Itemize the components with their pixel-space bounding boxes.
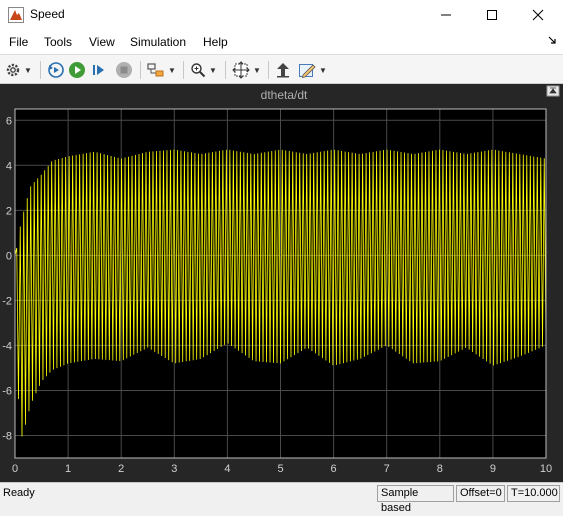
stop-icon [116, 62, 132, 78]
highlight-dropdown-icon: ▼ [168, 65, 176, 75]
series-line [14, 149, 547, 437]
zoom-icon [191, 63, 206, 78]
status-bar: Ready Sample based Offset=0 T=10.000 [0, 482, 563, 514]
y-tick-label: 0 [6, 250, 12, 262]
status-text: Ready [3, 487, 35, 499]
style-dropdown-icon: ▼ [319, 65, 327, 75]
highlight-icon [147, 63, 164, 77]
settings-dropdown-icon: ▼ [24, 65, 32, 75]
step-back-icon [48, 62, 64, 78]
x-tick-label: 3 [171, 463, 177, 475]
close-icon [532, 9, 544, 21]
menu-simulation[interactable]: Simulation [130, 35, 187, 49]
toolbar-separator [40, 61, 41, 79]
toolbar-separator [183, 61, 184, 79]
scope-app-icon [8, 7, 24, 23]
close-button[interactable] [515, 0, 561, 30]
toolbar-separator [140, 61, 141, 79]
run-button[interactable] [68, 60, 86, 80]
menu-view[interactable]: View [89, 35, 115, 49]
sample-mode: Sample based [377, 485, 454, 514]
x-tick-label: 6 [331, 463, 337, 475]
undock-icon[interactable] [548, 36, 557, 45]
autoscale-icon [232, 61, 250, 79]
write-to-workspace-button[interactable] [275, 60, 291, 80]
settings-icon [6, 63, 20, 77]
window-title: Speed [30, 7, 65, 21]
offset-value: Offset=0 [456, 485, 505, 502]
restore-layout-button[interactable] [546, 85, 560, 97]
time-value: T=10.000 [507, 485, 560, 502]
highlight-block-button[interactable]: ▼ [147, 60, 176, 80]
zoom-dropdown-icon: ▼ [209, 65, 217, 75]
scope-title: dtheta/dt [261, 88, 308, 102]
step-forward-button[interactable] [91, 60, 107, 80]
y-tick-label: -2 [2, 295, 12, 307]
restore-icon [549, 87, 557, 94]
maximize-icon [487, 10, 497, 20]
y-tick-label: 6 [6, 115, 12, 127]
x-tick-label: 4 [224, 463, 230, 475]
x-tick-label: 5 [277, 463, 283, 475]
signal-trace [14, 149, 547, 437]
scope-plot[interactable]: dtheta/dt 0 1 2 3 4 5 6 7 8 9 10 6 4 2 0 -2 -4 -6 -8 [0, 84, 563, 482]
step-forward-icon [93, 65, 104, 75]
tick-labels: 0 1 2 3 4 5 6 7 8 9 10 6 4 2 0 -2 -4 -6 -8 [2, 115, 552, 475]
autoscale-button[interactable]: ▼ [232, 60, 261, 80]
stop-button[interactable] [115, 60, 133, 80]
run-icon [69, 62, 85, 78]
x-tick-label: 7 [384, 463, 390, 475]
maximize-button[interactable] [469, 0, 515, 30]
menu-tools[interactable]: Tools [44, 35, 73, 49]
y-tick-label: -4 [2, 340, 12, 352]
y-tick-label: -6 [2, 385, 12, 397]
minimize-button[interactable] [423, 0, 469, 30]
x-tick-label: 0 [12, 463, 18, 475]
autoscale-dropdown-icon: ▼ [253, 65, 261, 75]
x-tick-label: 10 [540, 463, 552, 475]
x-tick-label: 1 [65, 463, 71, 475]
x-tick-label: 2 [118, 463, 124, 475]
x-tick-label: 9 [490, 463, 496, 475]
style-button[interactable]: ▼ [298, 60, 327, 80]
step-back-button[interactable] [46, 60, 64, 80]
menu-help[interactable]: Help [203, 35, 228, 49]
y-tick-label: 2 [6, 205, 12, 217]
style-icon [299, 64, 316, 79]
axes-border [14, 108, 547, 459]
y-tick-label: 4 [6, 160, 12, 172]
toolbar: ▼ ▼ [0, 54, 563, 84]
menu-bar: File Tools View Simulation Help [0, 30, 563, 54]
scope-display: dtheta/dt 0 1 2 3 4 5 6 7 8 9 10 6 4 2 0 -2 -4 -6 -8 [0, 84, 563, 482]
settings-button[interactable]: ▼ [5, 60, 32, 80]
x-tick-label: 8 [437, 463, 443, 475]
write-to-workspace-icon [277, 63, 289, 78]
y-tick-label: -8 [2, 430, 12, 442]
menu-file[interactable]: File [9, 35, 29, 49]
zoom-button[interactable]: ▼ [190, 60, 217, 80]
title-bar: Speed [0, 0, 563, 30]
toolbar-separator [225, 61, 226, 79]
toolbar-separator [268, 61, 269, 79]
minimize-icon [441, 14, 451, 16]
